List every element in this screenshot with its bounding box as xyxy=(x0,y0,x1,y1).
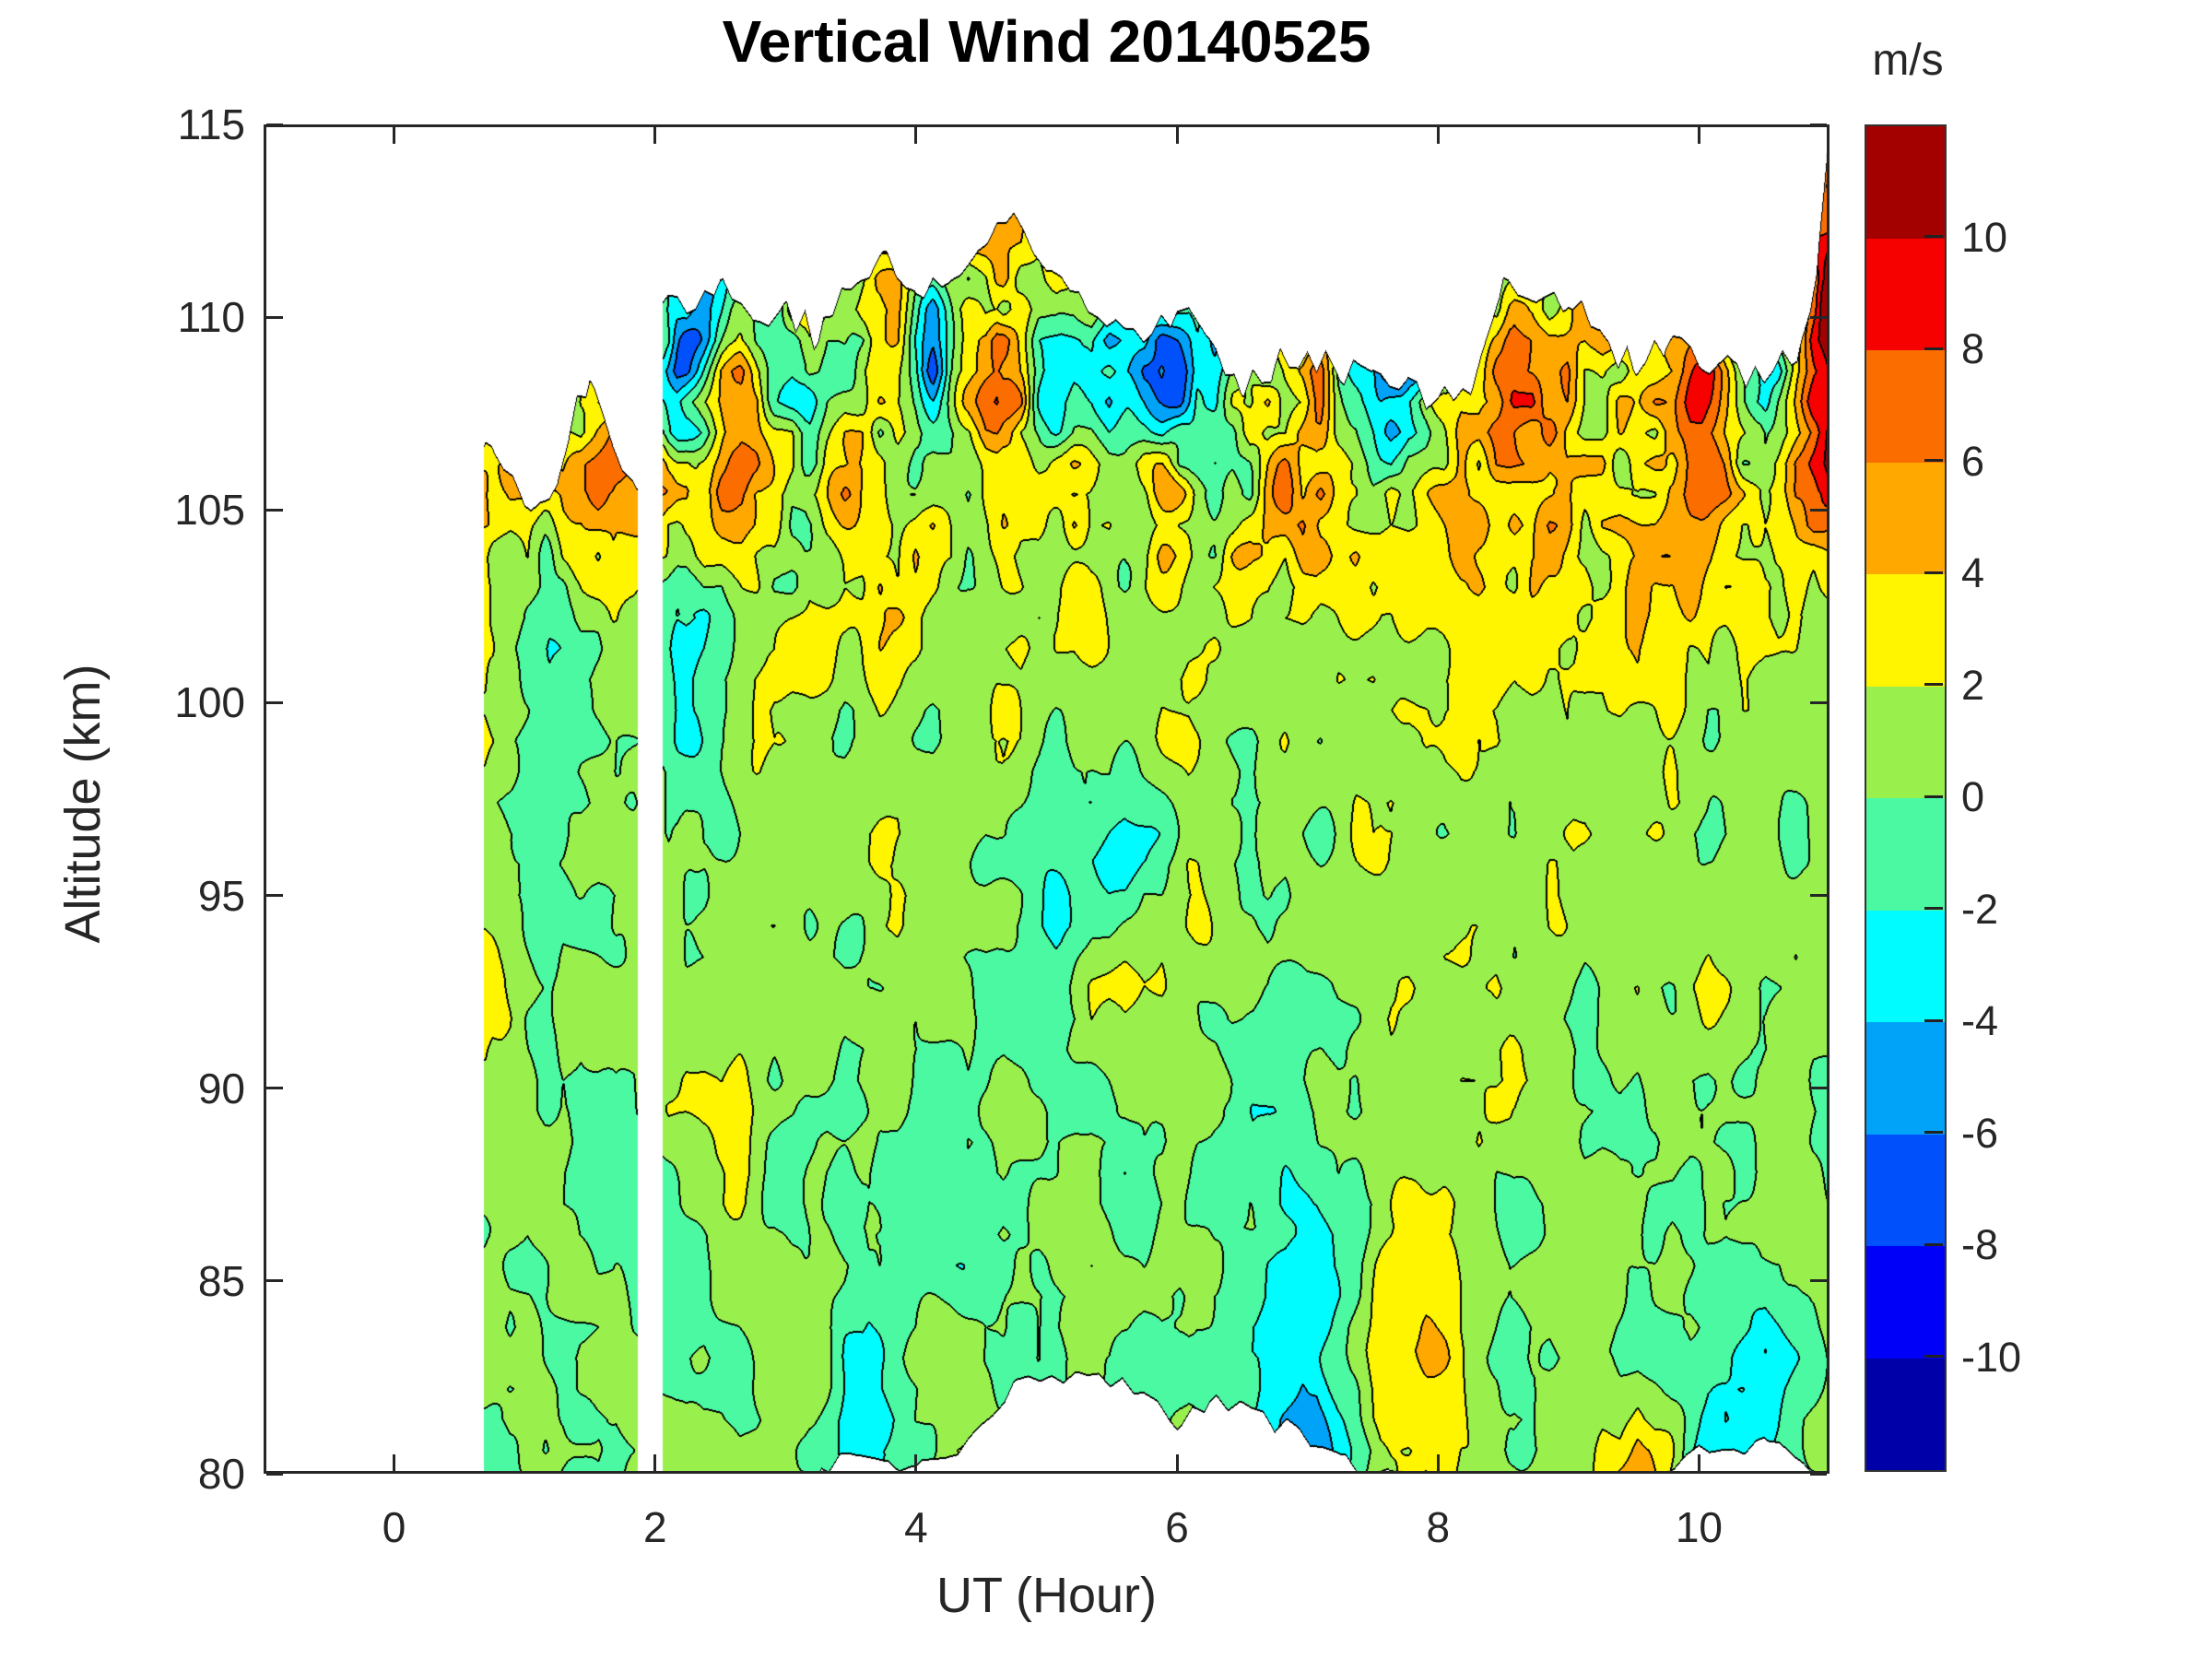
y-tick xyxy=(266,1472,283,1476)
colorbar-segment xyxy=(1866,574,1945,687)
colorbar-segment xyxy=(1866,1022,1945,1135)
colorbar-unit-label: m/s xyxy=(1872,36,1944,85)
y-axis-title: Altitude (km) xyxy=(55,664,111,944)
y-tick-label: 110 xyxy=(177,293,245,342)
colorbar xyxy=(1865,124,1947,1472)
x-tick xyxy=(914,1454,918,1471)
colorbar-tick xyxy=(1924,235,1943,238)
colorbar-segment xyxy=(1866,350,1945,463)
y-tick xyxy=(266,1087,283,1090)
colorbar-segment xyxy=(1866,686,1945,798)
colorbar-tick-label: -10 xyxy=(1961,1333,2022,1381)
colorbar-tick xyxy=(1924,907,1943,910)
y-tick-right xyxy=(1810,1087,1827,1090)
y-tick-label: 85 xyxy=(197,1256,245,1305)
colorbar-tick-label: 10 xyxy=(1961,213,2008,261)
x-tick xyxy=(1436,1454,1440,1471)
contour-plot xyxy=(264,124,1830,1474)
y-tick-right xyxy=(1810,508,1827,512)
x-tick-label: 0 xyxy=(382,1503,406,1551)
x-tick-label: 2 xyxy=(642,1503,667,1551)
y-tick xyxy=(266,508,283,512)
colorbar-tick-label: -2 xyxy=(1961,885,1999,933)
colorbar-tick xyxy=(1924,1131,1943,1134)
colorbar-tick xyxy=(1924,459,1943,462)
colorbar-segment xyxy=(1866,126,1945,239)
y-tick xyxy=(266,1279,283,1283)
colorbar-tick-label: -4 xyxy=(1961,997,1999,1044)
y-tick-label: 80 xyxy=(197,1450,245,1498)
colorbar-tick-label: 2 xyxy=(1961,661,1985,709)
colorbar-segment xyxy=(1866,798,1945,911)
x-tick-top xyxy=(653,127,657,144)
x-tick-label: 10 xyxy=(1675,1503,1723,1551)
y-tick xyxy=(266,700,283,704)
colorbar-tick xyxy=(1924,347,1943,350)
x-tick xyxy=(1175,1454,1179,1471)
x-tick-top xyxy=(914,127,918,144)
colorbar-segment xyxy=(1866,238,1945,350)
y-tick-label: 90 xyxy=(197,1064,245,1112)
x-tick-top xyxy=(1175,127,1179,144)
colorbar-tick-label: 0 xyxy=(1961,773,1985,820)
colorbar-tick-label: 6 xyxy=(1961,437,1985,485)
colorbar-tick xyxy=(1924,571,1943,574)
y-tick-right xyxy=(1810,700,1827,704)
y-tick-label: 100 xyxy=(174,678,245,727)
colorbar-tick xyxy=(1924,1242,1943,1246)
y-tick-label: 95 xyxy=(197,871,245,920)
y-tick xyxy=(266,894,283,898)
x-tick xyxy=(1697,1454,1700,1471)
colorbar-tick-label: -6 xyxy=(1961,1109,1999,1157)
y-tick xyxy=(266,123,283,126)
y-tick-right xyxy=(1810,894,1827,898)
y-tick-right xyxy=(1810,315,1827,319)
x-tick-top xyxy=(1436,127,1440,144)
x-tick xyxy=(653,1454,657,1471)
y-tick-label: 105 xyxy=(174,486,245,535)
colorbar-segment xyxy=(1866,1246,1945,1359)
colorbar-tick-label: 8 xyxy=(1961,325,1985,372)
x-tick-label: 8 xyxy=(1426,1503,1451,1551)
y-tick-right xyxy=(1810,123,1827,126)
colorbar-tick xyxy=(1924,683,1943,686)
colorbar-tick xyxy=(1924,794,1943,798)
x-tick xyxy=(393,1454,396,1471)
colorbar-tick-label: 4 xyxy=(1961,549,1985,596)
x-tick-label: 6 xyxy=(1165,1503,1189,1551)
chart-title: Vertical Wind 20140525 xyxy=(722,8,1371,75)
colorbar-segment xyxy=(1866,910,1945,1022)
colorbar-tick-label: -8 xyxy=(1961,1221,1999,1268)
colorbar-tick xyxy=(1924,1355,1943,1358)
x-tick-top xyxy=(393,127,396,144)
colorbar-tick xyxy=(1924,1018,1943,1022)
colorbar-segment xyxy=(1866,1358,1945,1470)
y-tick-label: 115 xyxy=(177,100,245,148)
y-tick-right xyxy=(1810,1279,1827,1283)
x-tick-label: 4 xyxy=(904,1503,928,1551)
y-tick xyxy=(266,315,283,319)
x-tick-top xyxy=(1697,127,1700,144)
y-tick-right xyxy=(1810,1472,1827,1476)
colorbar-segment xyxy=(1866,1134,1945,1246)
colorbar-segment xyxy=(1866,462,1945,574)
x-axis-title: UT (Hour) xyxy=(935,1568,1158,1623)
